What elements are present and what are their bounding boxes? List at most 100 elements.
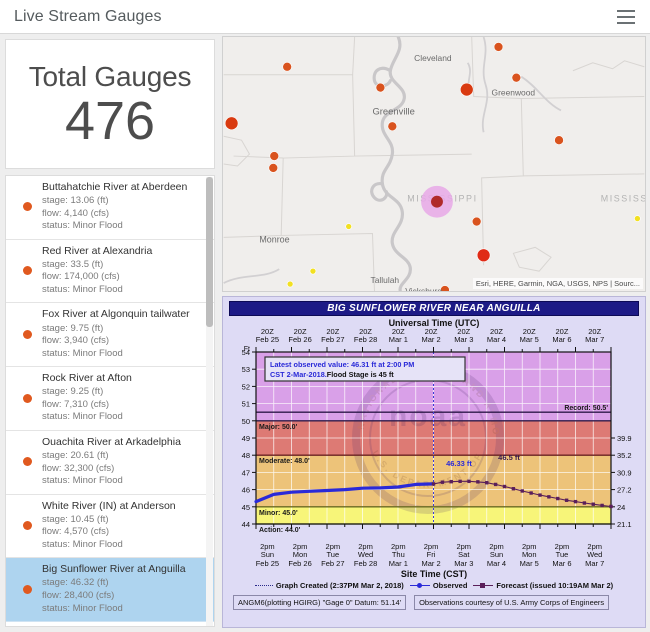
- gauge-item-text: Rock River at Afton stage: 9.25 (ft) flow:…: [42, 372, 208, 424]
- site-time-tick: 2pm Sun Feb 25: [251, 542, 284, 568]
- gauge-item-flow: flow: 4,140 (cfs): [42, 207, 110, 219]
- site-tick-day: Wed: [357, 550, 374, 560]
- chart-note: Observations courtesy of U.S. Army Corps…: [414, 594, 610, 610]
- map-gauge-marker[interactable]: [387, 121, 398, 132]
- gauge-item-name: White River (IN) at Anderson: [42, 499, 176, 512]
- map-gauge-marker[interactable]: [269, 151, 280, 161]
- map-gauge-marker[interactable]: [634, 215, 641, 222]
- gauge-status-dot-icon: [22, 393, 32, 403]
- selected-gauge-dot-icon[interactable]: [431, 195, 443, 208]
- site-time-tick: 2pm Tue Feb 27: [316, 541, 349, 568]
- total-gauges-title: Total Gauges: [28, 61, 192, 93]
- site-tick-date: Feb 25: [255, 558, 280, 568]
- top-axis-ticks: [255, 346, 612, 352]
- utc-tick: 20Z Feb 27: [316, 327, 349, 345]
- gauge-list-scrollbar-thumb[interactable]: [206, 177, 213, 327]
- stage-axis-tick-label: 44: [242, 520, 250, 529]
- gauge-list-item[interactable]: Coldwater River at Arkabutla Damstage: 2…: [6, 622, 214, 626]
- gauge-status-dot-wrap: [12, 520, 42, 530]
- map-gauge-marker[interactable]: [476, 248, 491, 263]
- map-attribution: Esri, HERE, Garmin, NGA, USGS, NPS | Sou…: [472, 278, 643, 289]
- gauge-status-dot-wrap: [12, 202, 42, 212]
- hydrograph-notes: ANGM6(plotting HGIRG) "Gage 0" Datum: 51…: [229, 594, 639, 610]
- map-gauge-marker[interactable]: [309, 267, 317, 275]
- gauge-item-status: status: Minor Flood: [42, 475, 123, 487]
- site-tick-date: Mar 4: [486, 558, 507, 568]
- gauge-status-dot-icon: [22, 202, 32, 212]
- map-markers[interactable]: [224, 42, 641, 291]
- site-tick-day: Mon: [292, 550, 308, 560]
- map-gauge-marker[interactable]: [282, 62, 292, 72]
- map-gauge-marker[interactable]: [375, 82, 386, 93]
- gauge-item-name: Big Sunflower River at Anguilla: [42, 563, 186, 576]
- map-gauge-marker[interactable]: [511, 72, 522, 83]
- utc-tick: 20Z Mar 2: [415, 327, 448, 345]
- gauge-list-card: Buttahatchie River at Aberdeen stage: 13.…: [5, 175, 215, 627]
- site-tick-time: 2pm: [325, 541, 341, 551]
- utc-tick: 20Z Mar 5: [513, 327, 546, 345]
- hydrograph-titlebar: BIG SUNFLOWER RIVER NEAR ANGUILLA: [229, 301, 639, 316]
- utc-tick: 20Z Mar 3: [447, 327, 480, 345]
- site-tick-time: 2pm: [587, 541, 602, 551]
- gauge-list-item[interactable]: White River (IN) at Anderson stage: 10.45…: [6, 495, 214, 559]
- stage-axis-tick-label: 51: [242, 399, 250, 408]
- legend-entry: Graph Created (2:37PM Mar 2, 2018): [254, 581, 404, 590]
- hydrograph-title: BIG SUNFLOWER RIVER NEAR ANGUILLA: [327, 303, 541, 314]
- map-gauge-marker[interactable]: [459, 82, 474, 97]
- map-gauge-marker[interactable]: [440, 285, 450, 291]
- flow-axis-tick-label: 21.1: [617, 520, 632, 529]
- map-gauge-marker[interactable]: [268, 163, 279, 173]
- total-gauges-card: Total Gauges 476: [5, 39, 215, 169]
- latest-observed-callout: Latest observed value: 46.31 ft at 2:00 …: [264, 356, 466, 382]
- site-tick-time: 2pm: [423, 541, 439, 551]
- utc-tick: 20Z Feb 26: [284, 327, 317, 345]
- legend-entry: Forecast (issued 10:19AM Mar 2): [473, 581, 613, 590]
- flow-axis-tick-label: 35.2: [617, 451, 632, 460]
- map-gauge-marker[interactable]: [493, 42, 504, 52]
- utc-tick-date: Mar 5: [519, 335, 539, 345]
- map-gauge-marker[interactable]: [471, 216, 482, 227]
- site-time-axis-label: Site Time (CST): [400, 568, 468, 579]
- legend-swatch-observed-icon: [409, 582, 430, 588]
- callout-line-2-floodstage: Flood Stage is 45 ft: [327, 370, 394, 379]
- map-gauge-marker[interactable]: [286, 280, 294, 288]
- map-panel[interactable]: ClevelandGreenwoodGreenvilleMISSISSIPPIM…: [222, 36, 646, 292]
- site-tick-time: 2pm: [489, 541, 504, 551]
- gauge-list-item[interactable]: Rock River at Afton stage: 9.25 (ft) flow:…: [6, 367, 214, 431]
- hamburger-menu-icon[interactable]: [614, 5, 638, 29]
- site-tick-date: Mar 7: [585, 558, 605, 568]
- gauge-item-text: Big Sunflower River at Anguilla stage: 46…: [42, 563, 208, 615]
- gauge-list-item[interactable]: Fox River at Algonquin tailwater stage: 9…: [6, 303, 214, 368]
- stage-axis-tick-label: 46: [242, 485, 250, 494]
- utc-tick-date: Mar 7: [585, 335, 605, 345]
- menu-bar-2: [617, 15, 635, 18]
- flow-axis-tick-label: 27.2: [617, 485, 632, 494]
- gauge-item-name: Buttahatchie River at Aberdeen: [42, 181, 188, 193]
- site-tick-date: Mar 3: [454, 558, 474, 568]
- stage-axis-tick-label: 53: [242, 365, 250, 374]
- gauge-status-dot-icon: [22, 520, 32, 530]
- gauge-item-status: status: Minor Flood: [42, 220, 123, 232]
- site-time-tick: 2pm Sat Mar 3: [447, 542, 480, 568]
- gauge-list-scrollbar[interactable]: [206, 177, 213, 626]
- legend-label: Forecast (issued 10:19AM Mar 2): [496, 580, 614, 590]
- map-gauge-marker[interactable]: [224, 116, 239, 131]
- gauge-list-item[interactable]: Buttahatchie River at Aberdeen stage: 13.…: [6, 176, 214, 240]
- stage-axis-tick-label: 45: [242, 503, 250, 512]
- map-boundaries: [223, 37, 645, 291]
- chart-note: ANGM6(plotting HGIRG) "Gage 0" Datum: 51…: [233, 594, 407, 610]
- gauge-item-status: status: Minor Flood: [42, 347, 123, 359]
- gauge-list-item[interactable]: Red River at Alexandria stage: 33.5 (ft) f…: [6, 240, 214, 304]
- map-canvas[interactable]: ClevelandGreenwoodGreenvilleMISSISSIPPIM…: [223, 37, 645, 291]
- river-path: [370, 37, 412, 291]
- gauge-item-stage: stage: 33.5 (ft): [42, 258, 104, 270]
- site-tick-day: Thu: [391, 550, 405, 560]
- map-gauge-marker[interactable]: [554, 135, 564, 145]
- site-tick-date: Feb 28: [353, 558, 378, 568]
- callout-line-1: Latest observed value: 46.31 ft at 2:00 …: [270, 360, 414, 369]
- gauge-list-item[interactable]: Big Sunflower River at Anguilla stage: 46…: [6, 558, 214, 623]
- gauge-status-dot-wrap: [12, 393, 42, 403]
- selected-gauge-marker[interactable]: [421, 185, 453, 218]
- gauge-list-item[interactable]: Ouachita River at Arkadelphia stage: 20.6…: [6, 431, 214, 495]
- map-gauge-marker[interactable]: [345, 223, 352, 230]
